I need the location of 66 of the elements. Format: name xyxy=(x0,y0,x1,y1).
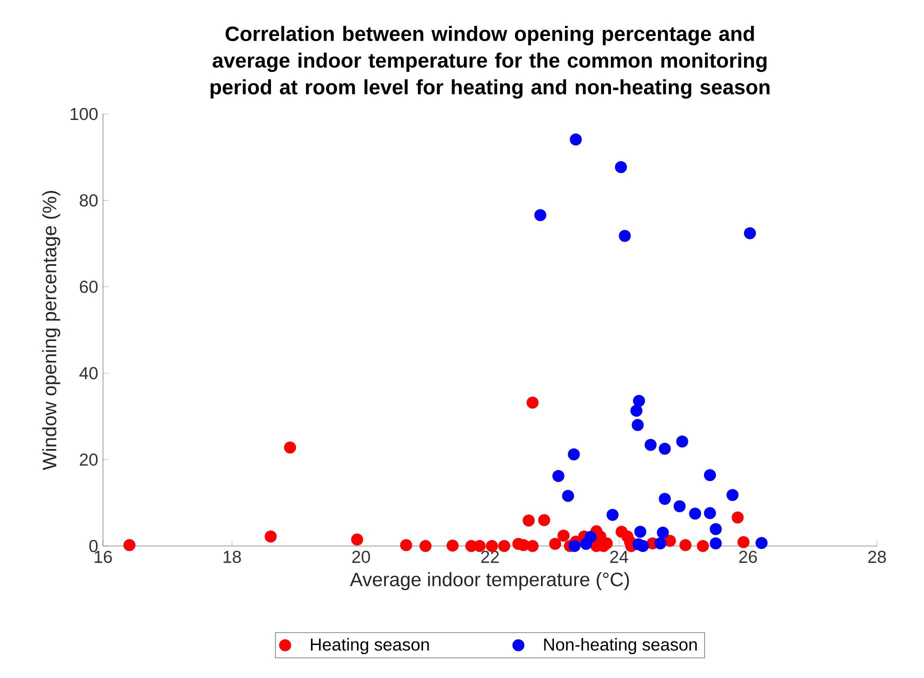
legend-label: Heating season xyxy=(310,638,429,654)
point xyxy=(704,507,716,520)
point xyxy=(522,514,535,527)
point xyxy=(674,500,686,512)
point xyxy=(689,508,702,520)
point xyxy=(498,540,510,552)
x-tick-label: 18 xyxy=(224,550,241,563)
y-tick-label: 80 xyxy=(80,194,98,207)
point xyxy=(538,514,550,526)
point xyxy=(351,534,364,546)
point xyxy=(580,538,592,550)
x-axis-title: Average indoor temperature (°C) xyxy=(350,572,629,590)
point xyxy=(570,133,582,146)
point xyxy=(710,523,722,536)
point xyxy=(264,530,277,542)
point xyxy=(732,511,744,524)
point xyxy=(558,530,570,542)
point xyxy=(630,404,642,417)
x-tick-label: 16 xyxy=(94,550,112,563)
point xyxy=(568,540,581,552)
y-tick-label: 100 xyxy=(70,108,98,120)
point xyxy=(474,540,486,552)
point xyxy=(632,419,644,432)
y-axis-title: Window opening percentage (%) xyxy=(42,191,60,470)
point xyxy=(704,469,716,482)
point xyxy=(606,508,619,521)
point xyxy=(658,442,671,455)
y-tick-label: 40 xyxy=(79,367,98,380)
point xyxy=(552,470,564,482)
point xyxy=(679,539,692,552)
point xyxy=(534,209,546,222)
point xyxy=(633,394,646,407)
point xyxy=(744,227,756,240)
point xyxy=(737,536,750,548)
point xyxy=(696,540,709,552)
y-tick-label: 20 xyxy=(80,453,98,466)
point xyxy=(284,442,296,454)
point xyxy=(549,538,562,550)
point xyxy=(726,489,739,502)
point xyxy=(526,540,539,552)
y-tick-label: 0 xyxy=(89,540,98,552)
point xyxy=(526,396,539,409)
x-tick-label: 24 xyxy=(610,550,628,563)
point xyxy=(420,540,432,552)
y-tick-label: 60 xyxy=(80,280,98,293)
point xyxy=(634,526,646,538)
point xyxy=(618,230,631,242)
point xyxy=(123,539,136,552)
point xyxy=(658,492,671,505)
point xyxy=(568,448,580,460)
point xyxy=(400,539,412,552)
x-tick-label: 22 xyxy=(481,550,499,563)
point xyxy=(756,536,768,549)
point xyxy=(676,435,688,448)
point xyxy=(446,540,459,552)
x-tick-label: 26 xyxy=(739,550,757,563)
x-tick-label: 28 xyxy=(868,550,886,563)
point xyxy=(562,490,574,502)
x-tick-label: 20 xyxy=(352,550,370,563)
point xyxy=(654,537,666,550)
legend-label: Non-heating season xyxy=(544,638,697,654)
chart-title: Correlation between window opening percentage and average indoor temperature for the common monitoring period at room level for heating and non-heating season xyxy=(210,26,770,99)
point xyxy=(710,537,722,550)
point xyxy=(656,526,669,539)
point xyxy=(644,438,657,451)
point xyxy=(614,161,627,174)
